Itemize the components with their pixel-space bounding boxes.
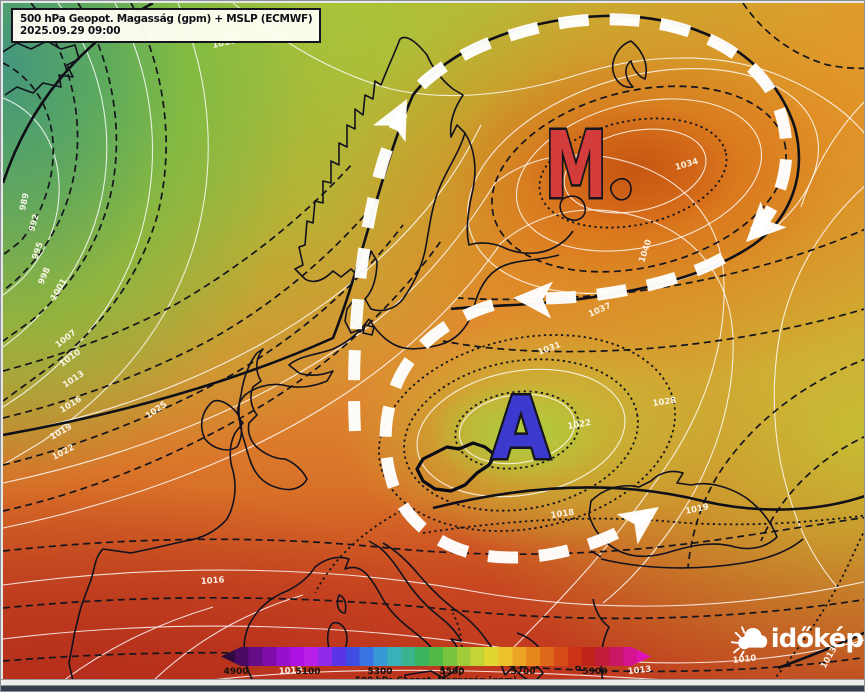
- svg-text:1007: 1007: [54, 328, 79, 350]
- low-pressure-marker: A: [492, 379, 550, 479]
- map-title: 500 hPa Geopot. Magasság (gpm) + MSLP (E…: [20, 13, 313, 25]
- svg-text:1001: 1001: [49, 277, 70, 303]
- svg-text:1013: 1013: [627, 665, 652, 677]
- svg-text:1016: 1016: [201, 575, 225, 587]
- idokep-logo[interactable]: időkép: [731, 615, 864, 663]
- colorbar-tick: 5700: [510, 667, 536, 677]
- colorbar-tick: 5100: [295, 667, 321, 677]
- colorbar-tick: 5900: [582, 667, 608, 677]
- circulation-arrow: [348, 13, 793, 564]
- svg-text:989: 989: [18, 192, 31, 212]
- svg-text:1037: 1037: [587, 301, 613, 320]
- svg-text:1022: 1022: [567, 418, 592, 432]
- colorbar-legend: 4900 5100 5300 5500 5700 5900 500 hPa Ge…: [221, 647, 651, 679]
- svg-text:1028: 1028: [652, 396, 677, 409]
- svg-text:992: 992: [27, 213, 42, 233]
- svg-text:1013: 1013: [61, 369, 86, 391]
- svg-text:1034: 1034: [674, 157, 700, 173]
- colorbar-tick: 4900: [223, 667, 249, 677]
- svg-text:1019: 1019: [279, 665, 303, 677]
- svg-text:1022: 1022: [51, 443, 77, 463]
- colorbar-tick: 5500: [439, 667, 465, 677]
- svg-text:1019: 1019: [685, 502, 710, 517]
- high-pressure-marker: M: [545, 112, 607, 219]
- colorbar-caption: 500 hPa Geopot. Magasság (gpm): [355, 676, 517, 679]
- svg-text:1010: 1010: [732, 654, 757, 666]
- geopotential-contours: [3, 3, 864, 679]
- map-datetime: 2025.09.29 09:00: [20, 25, 121, 37]
- arrowheads: [372, 99, 787, 545]
- svg-text:1018: 1018: [550, 508, 575, 521]
- idokep-logo-icon: [731, 626, 768, 657]
- window-bottom-strip: [1, 679, 864, 686]
- coastlines: [3, 36, 804, 679]
- colorbar-gradient: [221, 647, 651, 666]
- map-overlay: 989 992 995 998 1001 1007 1010 1013 1016…: [3, 3, 864, 679]
- idokep-logo-text: időkép: [770, 624, 864, 654]
- hungary-border: [415, 441, 497, 493]
- window-bottom-bar: [1, 686, 864, 691]
- svg-text:1031: 1031: [537, 340, 563, 358]
- map-title-box: 500 hPa Geopot. Magasság (gpm) + MSLP (E…: [11, 8, 322, 43]
- map-canvas[interactable]: 989 992 995 998 1001 1007 1010 1013 1016…: [3, 3, 864, 679]
- colorbar-tick: 5300: [367, 667, 393, 677]
- svg-text:1040: 1040: [637, 238, 654, 264]
- svg-text:998: 998: [37, 266, 53, 286]
